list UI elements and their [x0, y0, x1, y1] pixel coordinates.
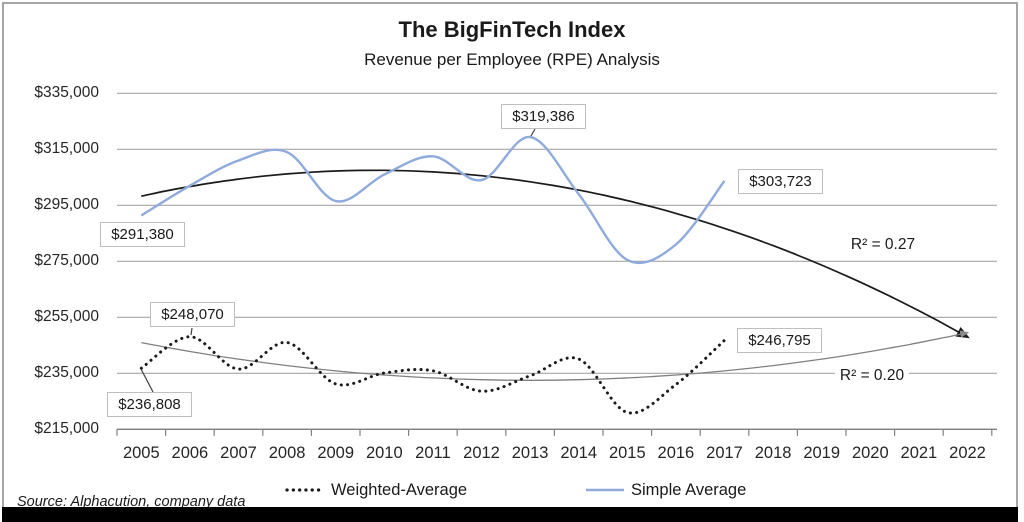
x-axis-year-label: 2007 — [220, 444, 257, 462]
trendline-simple-average — [141, 169, 970, 339]
x-axis-year-label: 2006 — [171, 444, 209, 462]
x-axis-year-label: 2005 — [122, 444, 160, 462]
y-axis-tick-label: $335,000 — [34, 84, 99, 102]
x-axis-year-label: 2017 — [706, 444, 743, 462]
x-axis-year-label: 2014 — [560, 444, 598, 462]
x-axis-year-label: 2015 — [608, 444, 646, 462]
chart-legend: Weighted-Average Simple Average — [4, 480, 1020, 500]
data-label: $248,070 — [150, 302, 235, 327]
data-label: $291,380 — [100, 222, 185, 247]
x-axis-year-label: 2018 — [754, 444, 792, 462]
series-line-weighted-average — [139, 335, 726, 415]
series-line-simple-average — [140, 135, 726, 265]
data-label: $303,723 — [738, 169, 823, 194]
x-axis-year-label: 2020 — [851, 444, 889, 462]
y-axis-tick-label: $215,000 — [34, 420, 99, 438]
x-axis-year-label: 2013 — [511, 444, 549, 462]
dotted-line-sample-icon — [285, 488, 325, 492]
legend-label-simple-average: Simple Average — [631, 480, 747, 499]
bottom-black-bar — [2, 507, 1018, 522]
y-axis-tick-label: $275,000 — [34, 252, 99, 270]
solid-line-sample-icon — [586, 488, 624, 492]
y-axis-tick-label: $235,000 — [34, 364, 99, 382]
legend-item-weighted-average: Weighted-Average — [285, 480, 467, 500]
x-axis-year-label: 2016 — [657, 444, 695, 462]
data-label: $319,386 — [501, 104, 586, 129]
trendline-weighted-average — [141, 330, 970, 381]
x-axis-year-label: 2010 — [365, 444, 403, 462]
callout-leader-line — [190, 327, 193, 336]
x-axis-year-label: 2011 — [415, 444, 451, 462]
legend-label-weighted-average: Weighted-Average — [331, 480, 468, 499]
r-squared-label: R² = 0.27 — [845, 236, 921, 254]
legend-item-simple-average: Simple Average — [585, 480, 746, 500]
y-axis-tick-label: $255,000 — [34, 308, 99, 326]
y-axis-tick-label: $295,000 — [34, 196, 99, 214]
chart-title: The BigFinTech Index — [398, 17, 626, 42]
data-label: $236,808 — [107, 392, 192, 417]
x-axis-year-label: 2021 — [900, 444, 938, 462]
plot-area — [116, 92, 997, 436]
y-axis-tick-label: $315,000 — [34, 140, 99, 158]
x-axis-year-label: 2008 — [268, 444, 306, 462]
x-axis-year-label: 2009 — [317, 444, 355, 462]
chart-subtitle: Revenue per Employee (RPE) Analysis — [364, 50, 660, 69]
callout-leader-line — [530, 128, 536, 137]
x-axis-year-label: 2012 — [463, 444, 500, 462]
callout-leader-line — [140, 368, 154, 393]
data-label: $246,795 — [737, 328, 822, 353]
source-note: Source: Alphacution, company data — [17, 494, 246, 510]
x-axis-year-label: 2019 — [803, 444, 841, 462]
r-squared-label: R² = 0.20 — [834, 367, 910, 385]
x-axis-year-label: 2022 — [949, 444, 986, 462]
